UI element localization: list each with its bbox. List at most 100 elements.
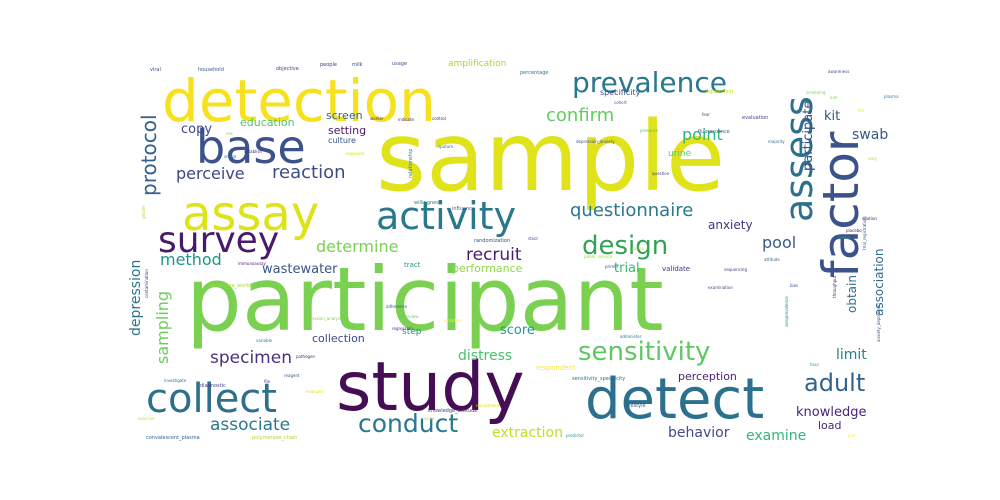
word-knowledge: knowledge <box>796 405 866 420</box>
word-setting: setting <box>328 124 366 137</box>
word-throughput: throughput <box>832 275 837 298</box>
word-participate: participate <box>801 101 816 171</box>
word-variable: variable <box>256 338 273 343</box>
word-vary: vary <box>868 156 877 161</box>
word-prevalence: prevalence <box>572 66 727 99</box>
word-respondent: respondent <box>536 364 576 372</box>
word-conduct: conduct <box>358 409 458 438</box>
word-assess: assess <box>777 96 821 222</box>
word-plasma: plasma <box>884 94 899 99</box>
word-collect: collect <box>146 376 277 422</box>
word-isolation: isolation <box>444 318 461 323</box>
word-factor: factor <box>812 131 870 278</box>
word-obtain: obtain <box>845 275 859 313</box>
word-aim: aim <box>830 95 838 100</box>
word-survey: survey <box>158 220 279 261</box>
word-exposure: exposure <box>346 151 365 156</box>
word-sex: sex <box>226 131 233 136</box>
word-validate: validate <box>662 265 690 273</box>
word-extraction: extraction <box>492 425 563 441</box>
word-examine: examine <box>746 428 806 444</box>
word-reaction: reaction <box>272 162 346 183</box>
word-questionnaire: questionnaire <box>570 200 693 221</box>
word-method: method <box>160 250 222 269</box>
word-worker: worker <box>370 116 384 121</box>
word-pool: pool <box>762 233 796 252</box>
word-dilution: dilution <box>862 216 877 221</box>
word-determine: determine <box>316 237 398 256</box>
word-relationship: relationship <box>408 149 414 178</box>
word-probe: probe <box>838 235 850 240</box>
word-assay: assay <box>182 186 319 242</box>
word-stool: stool <box>528 236 538 241</box>
word-specificity: specificity <box>600 88 641 97</box>
word-confirm: confirm <box>546 105 614 126</box>
word-culture: culture <box>328 136 356 145</box>
word-screen: screen <box>326 109 363 122</box>
word-regression-analysis: regression_analysis <box>304 316 343 321</box>
word-sensitivity: sensitivity <box>578 337 710 367</box>
word-participant: participant <box>186 248 664 351</box>
word-knowledge-attitude: knowledge_attitude <box>428 408 477 414</box>
word-base: base <box>196 120 306 174</box>
word-investigate: investigate <box>164 378 187 383</box>
word-panel: panel <box>584 254 595 259</box>
word-collection: collection <box>312 332 365 345</box>
word-depression: depression <box>128 260 144 336</box>
word-tract: tract <box>404 261 421 269</box>
word-healthcare-worker: healthcare_worker <box>208 283 255 289</box>
word-usage: usage <box>392 61 407 67</box>
word-interview: interview <box>400 314 419 319</box>
word-trial: trial <box>614 261 640 276</box>
word-seroprevalence: seroprevalence <box>784 296 789 327</box>
word-contamination: contamination <box>144 269 149 298</box>
word-associate: associate <box>210 415 290 435</box>
word-smear: smear <box>224 154 237 159</box>
word-association: association <box>872 249 886 316</box>
word-activity: activity <box>376 194 516 238</box>
word-specimen: specimen <box>210 348 292 368</box>
word-score: score <box>500 323 535 338</box>
word-adult: adult <box>804 369 865 397</box>
word-people: people <box>320 62 337 68</box>
word-step: step <box>402 327 422 337</box>
word-detection: detection <box>162 67 436 135</box>
word-reagent: reagent <box>284 373 300 378</box>
word-urine: urine <box>668 149 692 159</box>
word-design: design <box>582 231 668 261</box>
word-regression: regression <box>392 326 413 331</box>
word-viral: viral <box>150 67 161 73</box>
word-administer: administer <box>620 334 642 339</box>
word-bias: bias <box>790 283 798 288</box>
word-study: study <box>336 348 525 427</box>
word-point: point <box>682 125 723 144</box>
word-trial-registration: trial_registration <box>862 217 867 250</box>
word-copy: copy <box>181 122 212 137</box>
word-screening: screening <box>806 90 826 95</box>
word-lifestyle: lifestyle <box>626 403 646 409</box>
word-control: control <box>432 116 446 121</box>
word-anxiety: anxiety <box>708 218 753 232</box>
word-evaluate: evaluate <box>306 389 324 394</box>
word-convalescent-plasma: convalescent_plasma <box>146 435 200 441</box>
word-perceive: perceive <box>176 164 245 183</box>
word-placebo: placebo <box>846 228 862 233</box>
word-pathogen: pathogen <box>296 354 316 359</box>
word-objective: objective <box>276 66 299 72</box>
word-primer: primer <box>605 264 619 269</box>
word-evaluation: evaluation <box>742 115 768 121</box>
word-depression-anxiety: depression_anxiety <box>576 139 615 144</box>
word-question: question <box>652 171 670 176</box>
word-establish: establish <box>244 149 262 154</box>
word-cohort: cohort <box>614 100 627 105</box>
word-agreement: agreement <box>706 89 733 95</box>
word-sample: sample <box>376 101 725 213</box>
word-life: life <box>858 108 865 113</box>
word-scale: scale <box>424 416 435 421</box>
word-household: household <box>198 67 224 73</box>
word-distress: distress <box>458 348 512 364</box>
word-education: education <box>240 116 295 129</box>
word-sequencing: sequencing <box>724 267 747 272</box>
word-fear: fear <box>702 112 710 117</box>
word-diagnostic: diagnostic <box>200 383 226 389</box>
